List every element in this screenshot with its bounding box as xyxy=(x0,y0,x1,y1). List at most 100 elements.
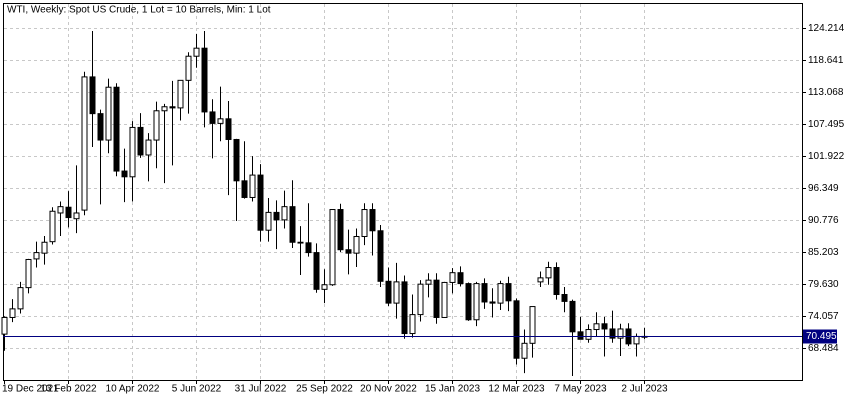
y-tick-label: 124.214 xyxy=(808,23,845,34)
candle-body xyxy=(129,126,136,178)
x-tick-label: 20 Nov 2022 xyxy=(360,384,417,395)
candle-body xyxy=(217,118,224,124)
candle-body xyxy=(401,281,408,335)
candle-body xyxy=(529,306,536,344)
candle-body xyxy=(73,212,80,220)
y-tick-label: 85.203 xyxy=(808,247,839,258)
candle-body xyxy=(265,211,272,231)
candle-body xyxy=(297,241,304,244)
candle-body xyxy=(633,335,640,345)
candle-body xyxy=(393,281,400,304)
candle-body xyxy=(1,316,8,335)
candle-body xyxy=(513,300,520,359)
candle-body xyxy=(249,174,256,198)
candle-body xyxy=(609,328,616,339)
candle-body xyxy=(49,210,56,243)
candle-body xyxy=(497,283,504,304)
x-tick-label: 7 May 2023 xyxy=(554,384,607,395)
x-tick-label: 13 Feb 2022 xyxy=(40,384,97,395)
x-tick-label: 2 Jul 2023 xyxy=(621,384,668,395)
candle-body xyxy=(553,267,560,296)
candle-body xyxy=(417,283,424,316)
y-tick-label: 113.068 xyxy=(808,87,844,98)
candle-body xyxy=(153,110,160,141)
candle-body xyxy=(233,138,240,182)
x-tick-label: 5 Jun 2022 xyxy=(172,384,222,395)
candle-body xyxy=(305,242,312,254)
candle-body xyxy=(521,342,528,359)
candle-body xyxy=(457,272,464,285)
candle-body xyxy=(137,126,144,156)
candle-body xyxy=(17,287,24,310)
y-tick-label: 68.484 xyxy=(808,343,839,354)
candle-body xyxy=(193,47,200,57)
candle-body xyxy=(33,252,40,260)
candle-body xyxy=(209,111,216,124)
candle-body xyxy=(377,230,384,282)
y-tick-label: 90.776 xyxy=(808,215,839,226)
y-tick-label: 74.057 xyxy=(808,311,839,322)
candle-body xyxy=(289,206,296,243)
candle-body xyxy=(65,206,72,219)
candle-body xyxy=(489,301,496,304)
candle-body xyxy=(113,86,120,172)
candle-body xyxy=(321,284,328,290)
candle-body xyxy=(257,174,264,231)
candle-body xyxy=(385,280,392,304)
candle-body xyxy=(337,209,344,251)
last-price-box xyxy=(803,329,837,344)
candle-body xyxy=(185,55,192,81)
candle-body xyxy=(561,294,568,302)
candle-body xyxy=(353,236,360,254)
candle-body xyxy=(409,314,416,335)
candle-body xyxy=(369,209,376,232)
candle-body xyxy=(281,206,288,221)
y-tick-label: 118.641 xyxy=(808,55,844,66)
candle-body xyxy=(593,323,600,331)
x-tick-label: 25 Sep 2022 xyxy=(296,384,353,395)
x-tick-label: 12 Mar 2023 xyxy=(488,384,545,395)
candle-body xyxy=(449,272,456,283)
candle-body xyxy=(577,331,584,340)
candle-body xyxy=(201,47,208,113)
x-tick-label: 15 Jan 2023 xyxy=(425,384,480,395)
candle-body xyxy=(273,211,280,221)
candle-body xyxy=(121,170,128,178)
last-price-label: 70.495 xyxy=(806,331,837,342)
candle-body xyxy=(481,283,488,303)
candle-body xyxy=(361,209,368,238)
y-tick-label: 107.495 xyxy=(808,119,845,130)
candle-body xyxy=(473,283,480,321)
candle-body xyxy=(545,267,552,279)
x-tick-label: 19 Dec 2021 xyxy=(2,384,59,395)
candle-body xyxy=(25,258,32,289)
candle-body xyxy=(89,76,96,115)
candle-body xyxy=(177,79,184,109)
candle-body xyxy=(617,328,624,339)
candle-body xyxy=(97,113,104,141)
y-tick-label: 96.349 xyxy=(808,183,839,194)
candle-body xyxy=(569,300,576,333)
y-tick-label: 79.630 xyxy=(808,279,839,290)
candle-body xyxy=(433,279,440,318)
candle-body xyxy=(345,249,352,254)
candle-body xyxy=(329,209,336,286)
candle-body xyxy=(441,281,448,318)
candle-body xyxy=(313,252,320,290)
candle-body xyxy=(425,279,432,285)
candle-body xyxy=(145,139,152,156)
candle-body xyxy=(585,329,592,340)
candle-body xyxy=(81,76,88,211)
candle-body xyxy=(505,283,512,302)
candle-body xyxy=(225,118,232,140)
x-tick-label: 10 Apr 2022 xyxy=(106,384,160,395)
candle-body xyxy=(241,180,248,198)
candle-body xyxy=(161,106,168,112)
candle-body xyxy=(169,106,176,109)
chart-title: WTI, Weekly: Spot US Crude, 1 Lot = 10 B… xyxy=(7,5,271,16)
candle-body xyxy=(601,323,608,330)
candle-body xyxy=(57,206,64,214)
candle-body xyxy=(41,241,48,254)
candle-body xyxy=(537,277,544,283)
